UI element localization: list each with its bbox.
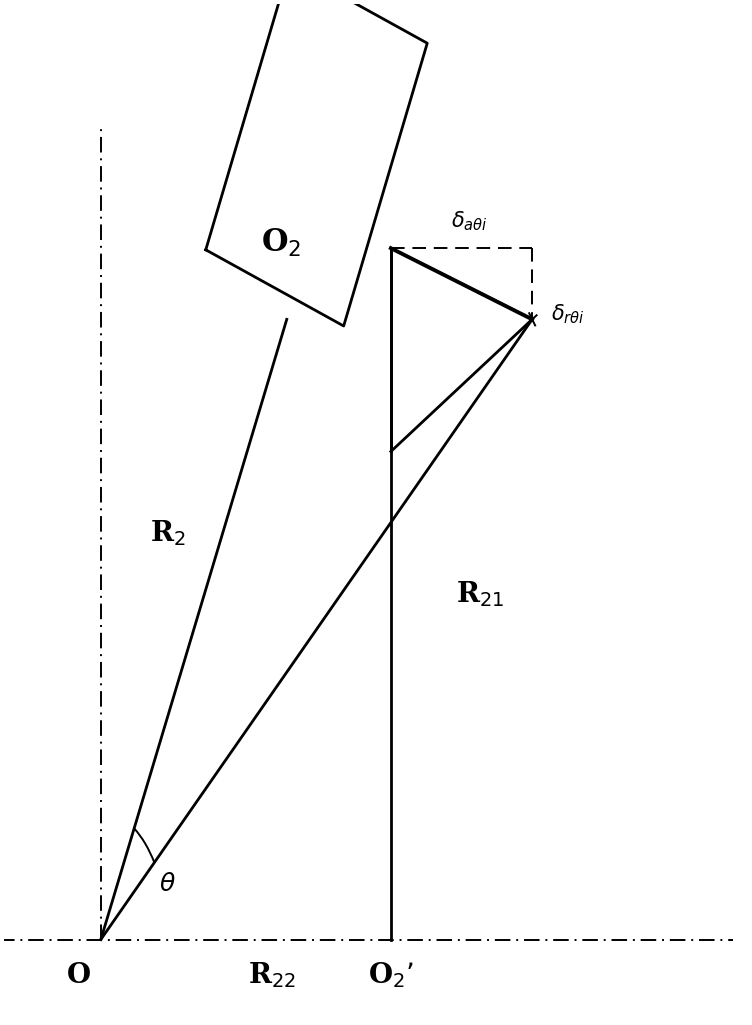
Text: $\delta_{r\theta i}$: $\delta_{r\theta i}$ [550,302,584,326]
Text: O: O [66,961,90,988]
Text: $\delta_{a\theta i}$: $\delta_{a\theta i}$ [450,209,487,233]
Text: R$_{21}$: R$_{21}$ [456,579,505,609]
Text: R$_{22}$: R$_{22}$ [248,960,296,990]
Text: O$_2$’: O$_2$’ [368,960,414,990]
Text: O$_2$: O$_2$ [261,227,302,259]
Text: $\theta$: $\theta$ [159,871,176,896]
Text: R$_2$: R$_2$ [150,518,186,547]
